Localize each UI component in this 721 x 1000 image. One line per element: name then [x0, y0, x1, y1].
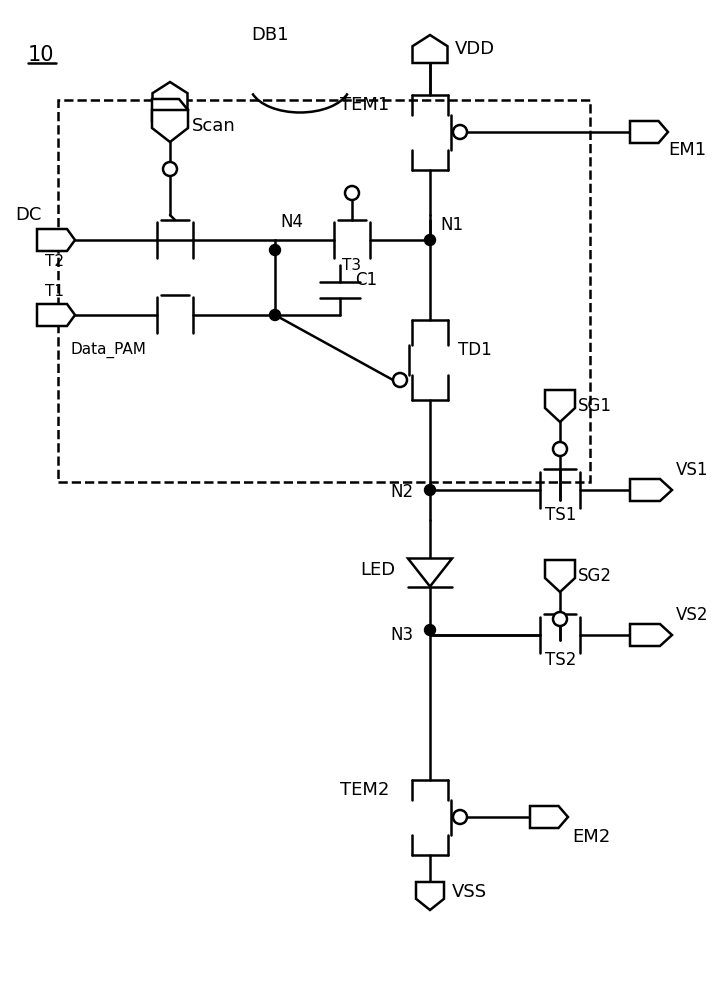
Text: TEM2: TEM2: [340, 781, 389, 799]
Text: TS2: TS2: [545, 651, 576, 669]
Text: SG1: SG1: [578, 397, 612, 415]
Text: Data_PAM: Data_PAM: [70, 342, 146, 358]
Circle shape: [345, 186, 359, 200]
Polygon shape: [37, 304, 75, 326]
Polygon shape: [153, 82, 187, 110]
Polygon shape: [152, 99, 188, 121]
Polygon shape: [412, 35, 448, 63]
Circle shape: [425, 485, 435, 495]
Circle shape: [425, 624, 435, 636]
Text: DB1: DB1: [251, 26, 288, 44]
Text: T1: T1: [45, 284, 64, 298]
Circle shape: [393, 373, 407, 387]
Text: VS2: VS2: [676, 606, 709, 624]
Bar: [58, 100, 590, 482]
Circle shape: [453, 125, 467, 139]
Polygon shape: [630, 624, 672, 646]
Text: C1: C1: [355, 271, 377, 289]
Text: N2: N2: [390, 483, 413, 501]
Circle shape: [270, 310, 280, 320]
Circle shape: [425, 234, 435, 245]
Text: DC: DC: [15, 206, 41, 224]
Text: N1: N1: [440, 216, 463, 234]
Text: TS1: TS1: [545, 506, 576, 524]
Circle shape: [553, 612, 567, 626]
Text: VSS: VSS: [452, 883, 487, 901]
Polygon shape: [545, 560, 575, 592]
Text: LED: LED: [360, 561, 395, 579]
Circle shape: [553, 442, 567, 456]
Text: N4: N4: [280, 213, 303, 231]
Text: EM1: EM1: [668, 141, 706, 159]
Circle shape: [453, 810, 467, 824]
Text: TEM1: TEM1: [340, 96, 389, 114]
Text: T2: T2: [45, 254, 64, 269]
Circle shape: [270, 244, 280, 255]
Text: N3: N3: [390, 626, 413, 644]
Polygon shape: [630, 121, 668, 143]
Polygon shape: [37, 229, 75, 251]
Polygon shape: [530, 806, 568, 828]
Circle shape: [163, 162, 177, 176]
Polygon shape: [152, 110, 188, 142]
Polygon shape: [416, 882, 444, 910]
Text: VS1: VS1: [676, 461, 709, 479]
Text: EM2: EM2: [572, 828, 610, 846]
Text: T3: T3: [342, 257, 361, 272]
Text: VDD: VDD: [455, 40, 495, 58]
Polygon shape: [545, 390, 575, 422]
Text: TD1: TD1: [458, 341, 492, 359]
Polygon shape: [630, 479, 672, 501]
Text: 10: 10: [28, 45, 55, 65]
Text: SG2: SG2: [578, 567, 612, 585]
Polygon shape: [408, 558, 452, 586]
Text: Scan: Scan: [192, 117, 236, 135]
